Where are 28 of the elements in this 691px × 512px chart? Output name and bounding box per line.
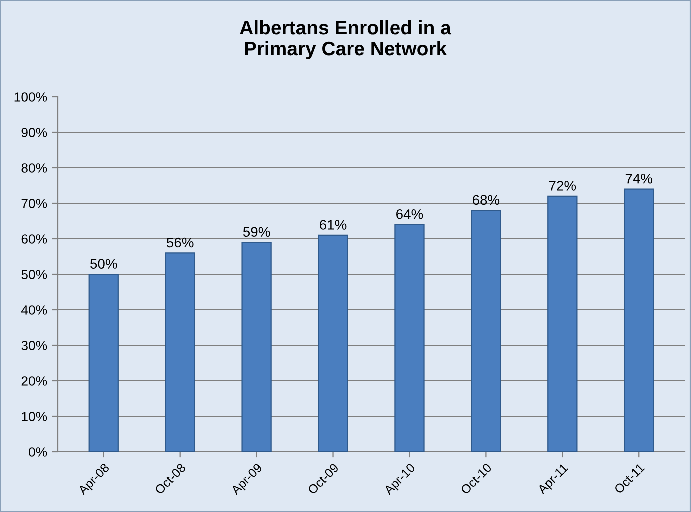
chart-title: Albertans Enrolled in a Primary Care Network bbox=[240, 20, 452, 60]
y-tick-label: 60% bbox=[22, 234, 48, 244]
data-label: 61% bbox=[320, 220, 347, 230]
bar bbox=[471, 210, 502, 452]
y-tick-label: 70% bbox=[22, 199, 48, 208]
bar bbox=[394, 224, 425, 452]
y-tick-label: 30% bbox=[22, 341, 48, 350]
bar bbox=[242, 242, 272, 452]
data-label: 72% bbox=[549, 181, 576, 191]
y-tick-label: 100% bbox=[14, 92, 48, 102]
data-label: 50% bbox=[90, 259, 118, 269]
data-label: 64% bbox=[396, 209, 424, 220]
bar bbox=[624, 188, 654, 452]
data-label: 68% bbox=[473, 195, 500, 206]
data-label: 56% bbox=[167, 238, 194, 248]
bar bbox=[165, 252, 196, 452]
y-tick-label: 20% bbox=[22, 376, 48, 386]
bar bbox=[88, 274, 119, 452]
y-tick-label: 40% bbox=[21, 306, 48, 315]
data-label: 59% bbox=[243, 227, 270, 238]
y-tick-label: 90% bbox=[22, 128, 48, 138]
data-label: 74% bbox=[626, 174, 653, 184]
y-tick-label: 10% bbox=[22, 412, 48, 422]
bar bbox=[548, 196, 578, 452]
y-tick-label: 80% bbox=[22, 164, 48, 173]
y-tick-label: 0% bbox=[29, 448, 48, 457]
bar bbox=[318, 234, 348, 452]
y-tick-label: 50% bbox=[22, 270, 48, 280]
